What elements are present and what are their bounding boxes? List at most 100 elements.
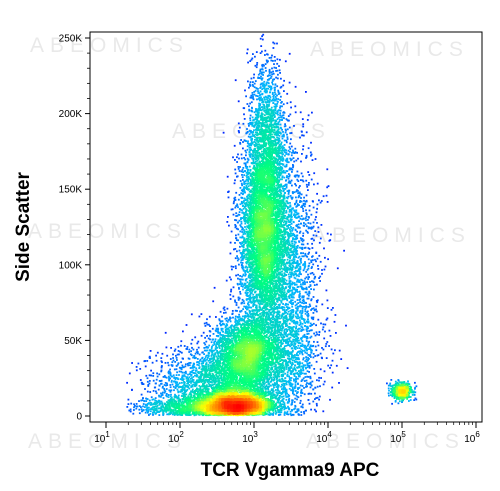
event-dot [133, 403, 135, 406]
event-dot [207, 357, 209, 359]
event-dot [261, 106, 264, 108]
event-dot [318, 395, 321, 398]
event-dot [239, 281, 242, 284]
event-dot [234, 319, 237, 321]
event-dot [257, 113, 260, 116]
event-dot [260, 114, 263, 116]
event-dot [244, 266, 247, 269]
event-dot [250, 77, 253, 80]
event-dot [310, 299, 313, 302]
event-dot [238, 278, 241, 281]
event-dot [239, 230, 242, 233]
event-dot [189, 362, 192, 364]
event-dot [205, 363, 207, 366]
event-dot [298, 350, 301, 353]
event-dot [315, 410, 317, 413]
event-dot [152, 379, 155, 382]
event-dot [244, 89, 246, 92]
event-dot [215, 355, 218, 358]
event-dot [236, 204, 239, 207]
event-dot [241, 267, 244, 270]
event-dot [305, 229, 307, 232]
event-dot [295, 315, 297, 318]
event-dot [175, 374, 178, 376]
event-dot [138, 412, 141, 415]
event-dot [295, 237, 297, 240]
event-dot [300, 179, 302, 181]
event-dot [171, 364, 174, 367]
event-dot [275, 389, 277, 391]
event-dot [307, 321, 310, 324]
event-dot [259, 97, 262, 100]
event-dot [277, 91, 280, 93]
event-dot [287, 181, 290, 184]
event-dot [286, 170, 289, 172]
event-dot [270, 71, 273, 74]
event-dot [246, 171, 249, 174]
event-dot [325, 289, 328, 292]
event-dot [272, 78, 274, 81]
event-dot [322, 323, 325, 326]
event-dot [164, 376, 167, 379]
event-dot [309, 377, 312, 380]
event-dot [200, 334, 203, 337]
event-dot [282, 283, 285, 285]
event-dot [296, 354, 298, 356]
event-dot [307, 315, 309, 318]
event-dot [203, 322, 206, 325]
event-dot [286, 136, 289, 139]
event-dot [188, 364, 191, 367]
event-dot [294, 343, 297, 345]
event-dot [241, 236, 244, 239]
event-dot [238, 320, 241, 323]
event-dot [289, 195, 292, 197]
event-dot [128, 372, 131, 375]
event-dot [276, 118, 279, 120]
event-dot [216, 324, 219, 327]
event-dot [241, 263, 243, 266]
event-dot [310, 392, 313, 395]
event-dot [289, 249, 292, 252]
event-dot [191, 365, 194, 367]
event-dot [259, 68, 262, 71]
event-dot [304, 308, 307, 311]
event-dot [324, 256, 326, 259]
event-dot [292, 388, 294, 390]
event-dot [260, 77, 263, 80]
event-dot [190, 382, 192, 384]
event-dot [283, 348, 286, 350]
event-dot [273, 312, 275, 315]
event-dot [257, 98, 260, 100]
event-dot [285, 266, 288, 269]
event-dot [274, 413, 277, 415]
event-dot [328, 345, 330, 347]
event-dot [285, 211, 288, 214]
event-dot [293, 359, 296, 362]
event-dot [307, 341, 310, 344]
event-dot [386, 382, 388, 385]
event-dot [338, 382, 340, 384]
event-dot [242, 269, 245, 272]
event-dot [145, 374, 148, 377]
event-dot [258, 96, 261, 99]
event-dot [242, 192, 244, 195]
event-dot [146, 398, 148, 400]
event-dot [268, 413, 271, 416]
event-dot [391, 402, 393, 405]
event-dot [190, 313, 193, 316]
event-dot [266, 60, 268, 63]
event-dot [165, 393, 168, 395]
event-dot [221, 315, 223, 318]
event-dot [303, 265, 306, 268]
event-dot [272, 308, 275, 310]
event-dot [302, 202, 305, 205]
event-dot [303, 300, 305, 302]
event-dot [171, 361, 174, 364]
event-dot [211, 381, 213, 384]
event-dot [255, 157, 257, 160]
event-dot [235, 239, 238, 241]
event-dot [247, 169, 249, 171]
event-dot [331, 371, 334, 374]
event-dot [303, 267, 306, 270]
event-dot [327, 364, 330, 367]
